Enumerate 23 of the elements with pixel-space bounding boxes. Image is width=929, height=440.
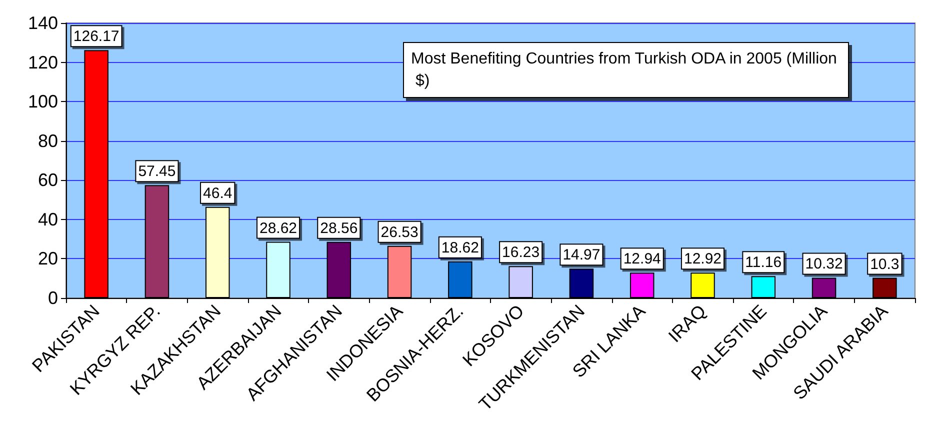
- text: Most Benefiting Countries from Turkish ODA in 2005 (Million $): [411, 50, 837, 90]
- y-tick-label: 60: [38, 170, 58, 190]
- y-tick-label: 120: [28, 52, 58, 72]
- data-label: 12.94: [623, 250, 661, 268]
- y-tick-label: 20: [38, 248, 58, 269]
- data-label: 14.97: [562, 246, 600, 264]
- y-tick-label: 140: [28, 13, 58, 33]
- data-label: 57.45: [138, 163, 176, 180]
- data-label: 26.53: [380, 224, 418, 241]
- y-tick-label: 100: [28, 92, 58, 112]
- data-label: 28.62: [259, 220, 298, 237]
- data-label: 126.17: [73, 28, 120, 46]
- y-tick-label: 80: [38, 130, 58, 151]
- data-label: 46.4: [203, 184, 232, 202]
- data-label: 11.16: [745, 254, 782, 272]
- data-label: 10.32: [805, 256, 843, 273]
- data-label: 18.62: [441, 239, 479, 256]
- data-label: 10.3: [870, 256, 900, 273]
- data-label: 28.56: [320, 220, 358, 237]
- data-label: 12.92: [684, 250, 722, 268]
- data-label: 16.23: [502, 244, 540, 262]
- y-tick-label: 0: [48, 288, 58, 308]
- y-tick-label: 40: [38, 209, 58, 230]
